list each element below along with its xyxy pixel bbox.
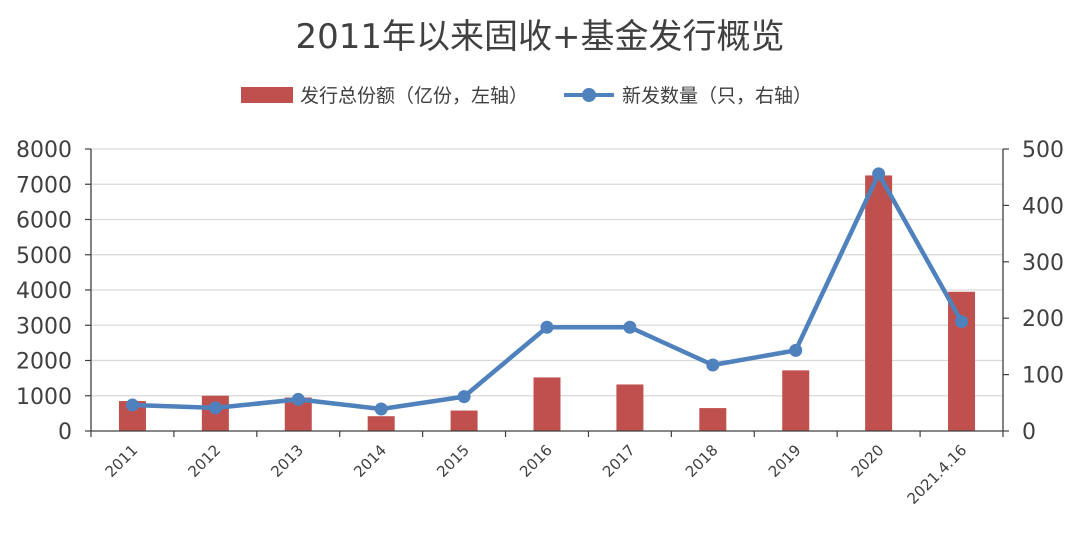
- right-tick-label: 200: [1022, 307, 1064, 332]
- bar: [450, 410, 478, 431]
- x-tick-label: 2012: [184, 441, 224, 481]
- line-point: [623, 320, 637, 334]
- x-tick-label: 2020: [848, 441, 888, 481]
- x-tick-label: 2015: [433, 441, 473, 481]
- left-tick-label: 0: [58, 420, 72, 445]
- legend-label-bar: 发行总份额（亿份，左轴）: [300, 85, 528, 107]
- x-tick-label: 2017: [599, 441, 639, 481]
- gridlines: [91, 148, 1003, 397]
- legend-swatch-bar: [241, 87, 293, 103]
- left-tick-label: 6000: [16, 209, 72, 234]
- right-tick-label: 400: [1022, 194, 1064, 219]
- bar: [865, 175, 893, 431]
- line-point: [374, 402, 388, 416]
- line-point: [955, 315, 969, 329]
- line-path: [132, 171, 964, 412]
- line-point: [540, 320, 554, 334]
- right-tick-label: 300: [1022, 251, 1064, 276]
- bar: [782, 370, 810, 431]
- x-tick-label: 2021.4.16: [904, 441, 971, 508]
- left-tick-label: 7000: [16, 173, 72, 198]
- left-tick-label: 4000: [16, 279, 72, 304]
- left-tick-label: 8000: [16, 138, 72, 163]
- left-axis-ticks: 0 1000 2000 3000 4000 5000 6000 7000 8000: [16, 138, 91, 445]
- legend: 发行总份额（亿份，左轴） 新发数量（只，右轴）: [241, 85, 812, 107]
- x-tick-label: 2016: [516, 441, 556, 481]
- x-tick-label: 2013: [267, 441, 307, 481]
- left-tick-label: 5000: [16, 244, 72, 269]
- bar: [367, 416, 395, 431]
- bar: [533, 377, 561, 431]
- bar: [616, 384, 644, 431]
- left-tick-label: 3000: [16, 314, 72, 339]
- left-tick-label: 2000: [16, 350, 72, 375]
- x-tick-label: 2014: [350, 441, 390, 481]
- line-point: [706, 358, 720, 372]
- line-point: [208, 401, 222, 415]
- right-tick-label: 100: [1022, 364, 1064, 389]
- x-tick-label: 2011: [102, 441, 142, 481]
- line-point: [291, 392, 305, 406]
- x-axis-ticks: 2011 2012 2013 2014 2015 2016 2017 2018 2019 2020…: [90, 431, 1004, 508]
- line-series: [125, 167, 969, 416]
- line-point: [789, 343, 803, 357]
- right-tick-label: 500: [1022, 138, 1064, 163]
- line-point: [457, 390, 471, 404]
- right-tick-label: 0: [1022, 420, 1036, 445]
- line-point: [872, 167, 886, 181]
- legend-swatch-marker: [582, 88, 596, 102]
- left-tick-label: 1000: [16, 385, 72, 410]
- line-point: [125, 398, 139, 412]
- right-axis-ticks: 0 100 200 300 400 500: [1003, 138, 1064, 445]
- bar: [699, 408, 727, 431]
- x-tick-label: 2018: [682, 441, 722, 481]
- legend-label-line: 新发数量（只，右轴）: [622, 85, 812, 107]
- x-tick-label: 2019: [765, 441, 805, 481]
- bar-series: [118, 175, 976, 431]
- bar: [948, 291, 976, 431]
- chart-title: 2011年以来固收+基金发行概览: [295, 17, 784, 57]
